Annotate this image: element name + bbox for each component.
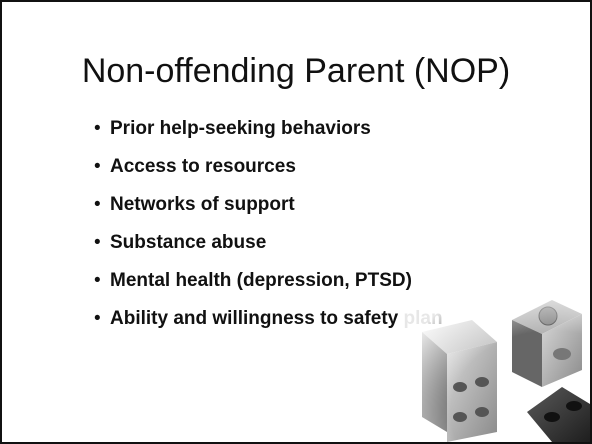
- bullet-item: Access to resources: [94, 148, 443, 186]
- slide-title: Non-offending Parent (NOP): [2, 52, 590, 91]
- bullet-item: Ability and willingness to safety plan: [94, 300, 443, 338]
- bullet-list: Prior help-seeking behaviorsAccess to re…: [94, 110, 443, 338]
- bullet-item: Prior help-seeking behaviors: [94, 110, 443, 148]
- bullet-item: Networks of support: [94, 186, 443, 224]
- page: {"slide": {"title": "Non-offending Paren…: [0, 0, 592, 444]
- bullet-item: Mental health (depression, PTSD): [94, 262, 443, 300]
- slide: Non-offending Parent (NOP) Prior help-se…: [0, 0, 592, 444]
- decorative-blocks: [402, 292, 590, 442]
- bullet-item: Substance abuse: [94, 224, 443, 262]
